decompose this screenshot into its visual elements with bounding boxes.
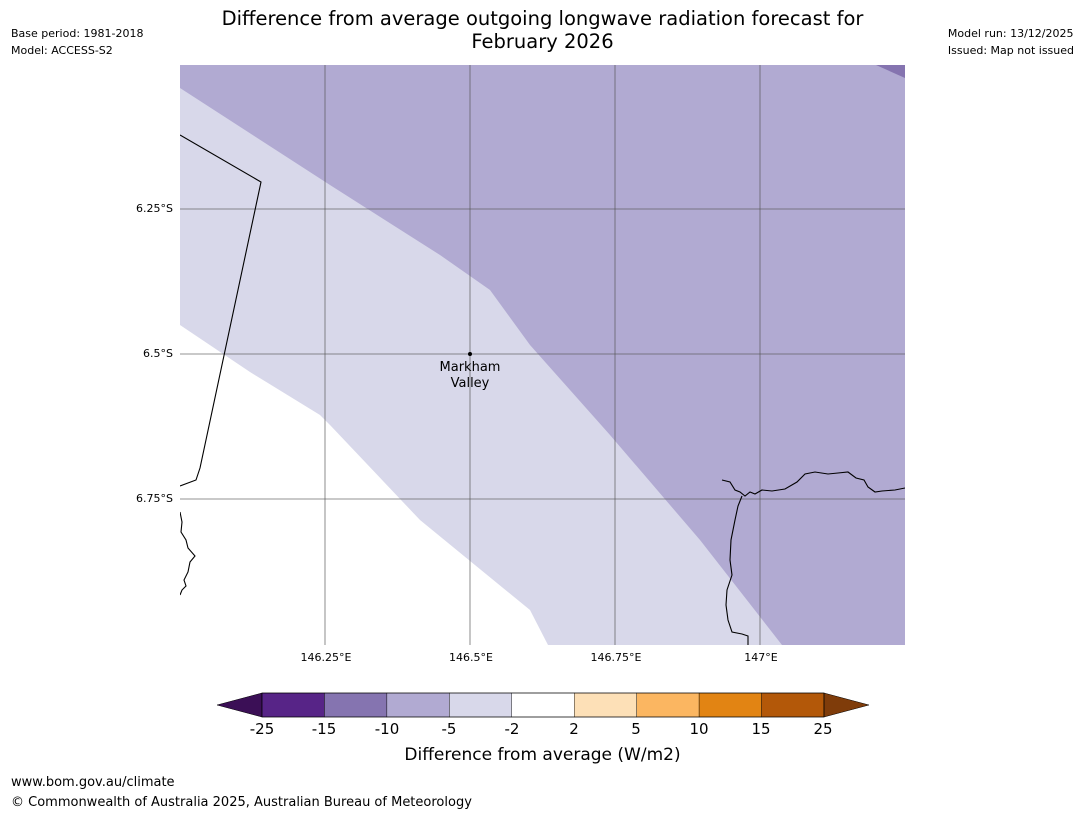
coastline-east-inlet (725, 495, 749, 645)
colorbar-segment-4 (511, 692, 575, 718)
lon-label-146-25: 146.25°E (300, 651, 352, 664)
base-period-model-info: Base period: 1981-2018 Model: ACCESS-S2 (11, 25, 143, 59)
colorbar-outline (261, 692, 825, 718)
colorbar-segment-6 (636, 692, 700, 718)
colorbar-tick-1: -15 (311, 720, 337, 738)
issued-text: Issued: Map not issued (947, 44, 1074, 57)
model-run-text: Model run: 13/12/2025 (947, 27, 1074, 40)
map-title: Difference from average outgoing longwav… (160, 7, 925, 53)
lat-label-6-75: 6.75°S (136, 492, 173, 505)
colorbar-tick-3: -5 (441, 720, 457, 738)
colorbar-tick-2: -10 (374, 720, 400, 738)
map-title-line1: Difference from average outgoing longwav… (221, 7, 864, 30)
colorbar-segment-7 (698, 692, 762, 718)
colorbar-over-arrow (823, 692, 870, 718)
colorbar-under-arrow (216, 692, 263, 718)
colorbar-segment-1 (324, 692, 388, 718)
colorbar-tick-8: 15 (751, 720, 771, 738)
colorbar-tick-0: -25 (249, 720, 275, 738)
band-minus15-to-minus10 (876, 65, 905, 78)
lat-label-6-5: 6.5°S (143, 347, 173, 360)
lon-label-147: 147°E (744, 651, 778, 664)
border-line (180, 134, 262, 487)
coastline-west (180, 511, 196, 596)
footer-url: www.bom.gov.au/climate (11, 775, 175, 790)
base-period-text: Base period: 1981-2018 (11, 27, 144, 40)
colorbar (216, 692, 870, 718)
colorbar-segment-5 (574, 692, 637, 718)
colorbar-tick-4: -2 (504, 720, 520, 738)
colorbar-segment-8 (761, 692, 825, 718)
place-name-line1: Markham (439, 360, 501, 375)
lon-label-146-75: 146.75°E (590, 651, 642, 664)
place-name-line2: Valley (450, 376, 490, 391)
coastline-east (721, 471, 905, 497)
colorbar-segment-2 (386, 692, 450, 718)
colorbar-tick-7: 10 (689, 720, 709, 738)
colorbar-tick-9: 25 (813, 720, 833, 738)
colorbar-title: Difference from average (W/m2) (404, 745, 681, 765)
model-text: Model: ACCESS-S2 (11, 44, 113, 57)
colorbar-segment-3 (449, 692, 512, 718)
map-title-line2: February 2026 (471, 30, 614, 53)
map-plot-area (180, 65, 905, 645)
colorbar-segments (261, 692, 825, 718)
footer-copyright: © Commonwealth of Australia 2025, Austra… (11, 795, 472, 810)
colorbar-tick-6: 5 (631, 720, 641, 738)
lat-label-6-25: 6.25°S (136, 202, 173, 215)
lon-label-146-5: 146.5°E (449, 651, 493, 664)
place-label-markham-valley: Markham Valley (440, 360, 501, 392)
colorbar-segment-0 (261, 692, 325, 718)
band-minus10-to-minus5 (180, 65, 905, 645)
colorbar-tick-5: 2 (569, 720, 579, 738)
model-run-info: Model run: 13/12/2025 Issued: Map not is… (948, 25, 1074, 59)
markham-valley-marker (468, 352, 472, 356)
coastlines (180, 134, 905, 645)
